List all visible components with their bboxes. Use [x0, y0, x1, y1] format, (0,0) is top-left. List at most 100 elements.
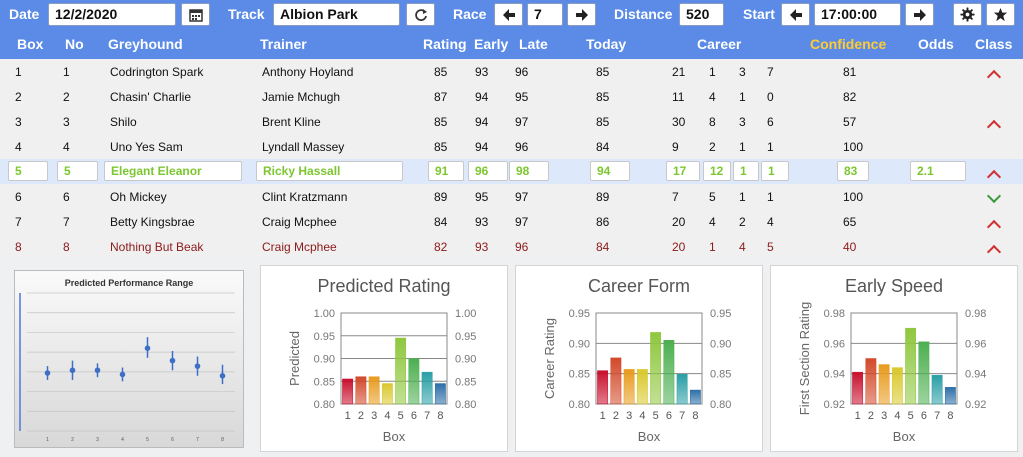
class-up-icon	[986, 119, 1002, 135]
greyhound-cell: Uno Yes Sam	[110, 140, 183, 154]
late-cell: 97	[515, 190, 529, 204]
runner-table: 1 1 Codrington Spark Anthony Hoyland 8 5 …	[0, 59, 1023, 260]
bar-box-1	[852, 371, 864, 405]
career-starts-cell: 30	[672, 115, 686, 129]
y-axis-label: Predicted	[287, 331, 302, 386]
start-time-input[interactable]: 17:00:00	[814, 3, 901, 26]
settings-button[interactable]	[953, 3, 982, 26]
bar-box-1	[597, 370, 609, 405]
header-confidence[interactable]: Confidence	[810, 36, 887, 52]
career-wins-cell[interactable]: 12	[703, 161, 731, 181]
header-early[interactable]: Early	[474, 36, 509, 52]
box-cell[interactable]: 5	[8, 161, 48, 181]
header-odds[interactable]: Odds	[918, 36, 954, 52]
table-row-selected[interactable]: 5 5 Elegant Eleanor Ricky Hassall 91 96 …	[0, 159, 1023, 185]
bar-box-6	[663, 340, 675, 405]
trainer-cell: Craig Mcphee	[262, 215, 337, 229]
table-row[interactable]: 7 7 Betty Kingsbrae Craig Mcphee 84 93 9…	[0, 209, 1023, 235]
y-tick-label-right: 0.95	[710, 308, 731, 320]
header-today[interactable]: Today	[586, 36, 627, 52]
confidence-cell[interactable]: 83	[837, 161, 869, 181]
prev-time-button[interactable]	[781, 3, 810, 26]
range-point-box-8	[219, 373, 226, 379]
bar-box-7	[676, 374, 688, 405]
box-cell: 4	[15, 140, 22, 154]
race-input[interactable]: 7	[527, 3, 563, 26]
today-cell: 84	[596, 240, 610, 254]
late-cell[interactable]: 98	[509, 161, 549, 181]
favorite-button[interactable]	[986, 3, 1015, 26]
range-point-box-3	[94, 367, 101, 374]
today-cell[interactable]: 94	[590, 161, 630, 181]
early-cell[interactable]: 96	[468, 161, 508, 181]
date-input[interactable]: 12/2/2020	[48, 3, 176, 26]
next-time-button[interactable]	[905, 3, 934, 26]
distance-input[interactable]: 520	[679, 3, 724, 26]
career-thirds-cell: 1	[767, 140, 774, 154]
no-cell[interactable]: 5	[57, 161, 98, 181]
x-tick-label: 1	[600, 410, 606, 422]
career-thirds-cell: 5	[767, 240, 774, 254]
table-row[interactable]: 3 3 Shilo Brent Kline 85 94 97 85 30 8 3…	[0, 109, 1023, 135]
header-trainer[interactable]: Trainer	[260, 36, 307, 52]
bar-box-8	[434, 383, 446, 405]
y-tick-label-right: 0.98	[965, 308, 986, 320]
x-tick-label: 7	[424, 410, 430, 422]
career-wins-cell: 2	[709, 140, 716, 154]
header-rating[interactable]: Rating	[423, 36, 467, 52]
header-career[interactable]: Career	[697, 36, 742, 52]
trainer-cell[interactable]: Ricky Hassall	[256, 161, 403, 181]
no-cell: 8	[63, 240, 70, 254]
greyhound-cell[interactable]: Elegant Eleanor	[104, 161, 242, 181]
early-cell: 94	[475, 90, 489, 104]
career-form-chart: Career Form 0.80 0.80 0.85 0.85 0.90 0.90 0.95…	[515, 265, 763, 452]
y-tick-label-right: 0.80	[455, 399, 476, 411]
next-race-button[interactable]	[567, 3, 596, 26]
table-row[interactable]: 6 6 Oh Mickey Clint Kratzmann 89 95 97 8…	[0, 184, 1023, 209]
table-row[interactable]: 4 4 Uno Yes Sam Lyndall Massey 85 94 96 …	[0, 134, 1023, 159]
header-box[interactable]: Box	[17, 36, 44, 52]
career-wins-cell: 1	[709, 65, 716, 79]
y-tick-label: 0.94	[824, 369, 845, 381]
bar-box-8	[944, 387, 956, 405]
track-input[interactable]: Albion Park	[273, 3, 400, 26]
late-cell: 97	[515, 115, 529, 129]
odds-cell[interactable]: 2.1	[910, 161, 966, 181]
table-row[interactable]: 8 8 Nothing But Beak Craig Mcphee 82 93 …	[0, 234, 1023, 260]
career-seconds-cell: 3	[739, 65, 746, 79]
header-class[interactable]: Class	[975, 36, 1013, 52]
prev-race-button[interactable]	[494, 3, 523, 26]
late-cell: 96	[515, 140, 529, 154]
confidence-cell: 65	[843, 215, 857, 229]
x-tick-label: 3	[626, 410, 632, 422]
bar-box-1	[342, 378, 354, 405]
y-tick-label: 0.85	[569, 369, 590, 381]
rating-cell[interactable]: 91	[428, 161, 464, 181]
header-no[interactable]: No	[65, 36, 84, 52]
refresh-icon	[414, 9, 427, 21]
trainer-cell: Clint Kratzmann	[262, 190, 348, 204]
no-cell: 7	[63, 215, 70, 229]
career-seconds-cell: 4	[739, 240, 746, 254]
table-row[interactable]: 1 1 Codrington Spark Anthony Hoyland 85 …	[0, 59, 1023, 85]
career-starts-cell[interactable]: 17	[666, 161, 700, 181]
calendar-button[interactable]	[181, 3, 210, 26]
gear-icon	[960, 7, 975, 22]
header-greyhound[interactable]: Greyhound	[108, 36, 183, 52]
table-row[interactable]: 2 2 Chasin' Charlie Jamie Mchugh 87 94 9…	[0, 84, 1023, 109]
career-thirds-cell: 1	[767, 190, 774, 204]
career-thirds-cell[interactable]: 1	[761, 161, 789, 181]
header-late[interactable]: Late	[519, 36, 548, 52]
y-tick-label: 0.95	[569, 308, 590, 320]
race-label: Race	[453, 6, 487, 22]
performance-range-chart: Predicted Performance Range 1 2 3 4 5 6 7 8	[14, 270, 244, 448]
career-seconds-cell[interactable]: 1	[733, 161, 759, 181]
refresh-button[interactable]	[406, 3, 435, 26]
x-tick-label: 3	[371, 410, 377, 422]
no-cell: 2	[63, 90, 70, 104]
x-tick-label: 2	[71, 437, 74, 443]
y-tick-label-right: 0.85	[710, 369, 731, 381]
greyhound-cell: Oh Mickey	[110, 190, 167, 204]
today-cell: 89	[596, 190, 610, 204]
box-cell: 7	[15, 215, 22, 229]
